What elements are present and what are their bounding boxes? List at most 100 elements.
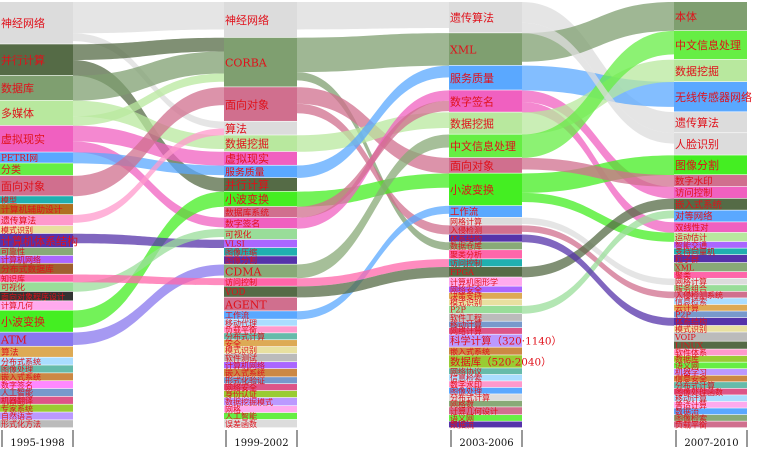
topic-label: 语义网: [450, 413, 474, 423]
topic-label: 移动计算: [675, 393, 707, 403]
topic-label: 模式识别: [225, 345, 257, 355]
topic-node: [0, 388, 73, 397]
topic-label: VLSI: [224, 240, 245, 249]
topic-label: 云计算: [675, 303, 699, 313]
topic-label: 网络安全: [225, 382, 257, 392]
topic-label: 计算机辅助设计: [1, 204, 63, 216]
period-label: 2007-2010: [684, 438, 738, 449]
flow-band: [297, 259, 449, 287]
topic-label: 体系结构: [675, 317, 707, 327]
topic-label: 服务质量: [225, 165, 265, 178]
topic-node: [449, 407, 522, 415]
topic-label: 对等网络: [675, 211, 713, 223]
topic-label: 嵌入式系统: [450, 346, 490, 356]
topic-node: [224, 121, 297, 135]
topic-node: [0, 215, 73, 226]
topic-node: [0, 2, 73, 44]
flow-band: [73, 233, 224, 248]
topic-label: 图像检索: [675, 413, 707, 423]
topic-node: [224, 297, 297, 311]
flow-band: [297, 100, 449, 218]
topic-node: [449, 205, 522, 217]
topic-node: [0, 365, 73, 373]
topic-node: [449, 381, 522, 388]
topic-node: [0, 44, 73, 76]
topic-label: 聚类分析: [450, 249, 482, 259]
flow-band: [73, 228, 224, 292]
topic-node: [224, 151, 297, 165]
topic-node: [449, 421, 522, 428]
topic-node: [449, 415, 522, 421]
topic-label: XML: [675, 263, 695, 272]
topic-label: 人脸识别: [675, 137, 719, 151]
topic-label: 分布式系统: [1, 356, 41, 366]
flow-band: [522, 2, 674, 134]
topic-node: [0, 310, 73, 332]
topic-node: [224, 165, 297, 178]
topic-node: [674, 285, 747, 292]
flow-band: [297, 2, 449, 30]
topic-label: LINUX: [675, 341, 703, 350]
topic-label: 工作流: [225, 310, 249, 320]
topic-node: [0, 225, 73, 234]
topic-node: [449, 374, 522, 381]
topic-label: 遗传算法: [1, 215, 36, 227]
topic-label: 身份认证: [225, 389, 257, 399]
period-label: 2003-2006: [459, 438, 513, 449]
topic-node: [224, 333, 297, 340]
topic-label: 面向对象程序设计: [1, 291, 65, 301]
topic-node: [449, 242, 522, 250]
topic-node: [0, 420, 73, 428]
topic-label: 计算机图形学: [450, 277, 498, 287]
topic-label: 数据挖掘: [225, 137, 269, 151]
topic-label: 网格计算: [450, 216, 482, 226]
topic-node: [449, 250, 522, 259]
topic-node: [224, 228, 297, 240]
topic-label: 粒子群: [675, 254, 699, 264]
topic-label: 计算机体系结构: [1, 234, 78, 248]
topic-node: [449, 65, 522, 90]
topic-label: 普适计算: [675, 400, 707, 410]
topic-label: 并行计算: [225, 178, 269, 192]
topic-node: [224, 412, 297, 420]
topic-node: [224, 406, 297, 413]
topic-node: [674, 248, 747, 255]
topic-label: 分类: [1, 163, 21, 176]
topic-label: 模型: [1, 195, 17, 205]
topic-node: [224, 353, 297, 362]
topic-label: 嵌入式系统: [1, 372, 41, 382]
topic-label: 网格: [225, 404, 241, 414]
topic-label: 分布式计算: [225, 331, 265, 341]
flow-band: [297, 65, 449, 178]
topic-node: [674, 198, 747, 210]
topic-node: [0, 404, 73, 412]
topic-label: CDMA: [225, 265, 262, 278]
topic-node: [674, 210, 747, 222]
topic-node: [449, 217, 522, 225]
topic-node: [224, 239, 297, 248]
topic-label: 机器学习: [675, 367, 707, 377]
topic-node: [674, 30, 747, 60]
topic-node: [674, 382, 747, 389]
topic-label: 访问控制: [225, 277, 257, 287]
topic-label: 服务质量: [450, 72, 494, 85]
period-axis: 1995-1998 1999-2002 2003-2006 2007-2010: [1, 430, 748, 449]
topic-node: [224, 419, 297, 428]
topic-label: 分布式计算: [675, 380, 715, 390]
topic-node: [449, 334, 522, 347]
flow-band: [522, 198, 674, 278]
topic-label: 数字水印: [675, 175, 713, 187]
topic-node: [449, 327, 522, 334]
topic-label: 入侵检测: [450, 225, 482, 235]
topic-label: 人工智能: [1, 388, 33, 398]
topic-label: 形式化验证: [225, 375, 265, 385]
topic-label: 虚拟现实: [225, 152, 269, 166]
topic-node: [0, 373, 73, 381]
topic-label: 知识库: [1, 273, 25, 283]
flow-band: [522, 217, 674, 286]
topic-label: VOIP: [674, 333, 696, 342]
topic-node: [224, 278, 297, 286]
topic-label: 软件体系: [675, 348, 707, 358]
topic-label: 神经网络: [1, 16, 45, 30]
topic-node: [674, 395, 747, 402]
